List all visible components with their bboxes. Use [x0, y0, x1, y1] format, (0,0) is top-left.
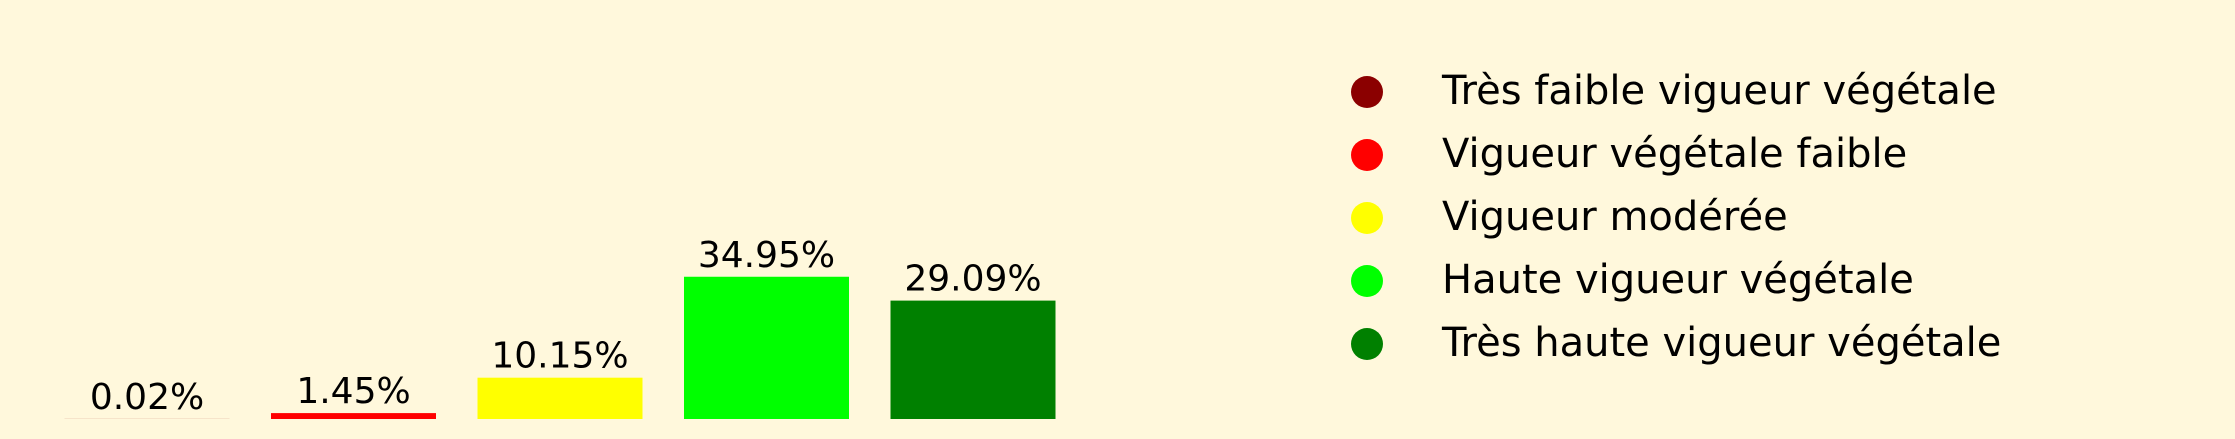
bar-value-label-1: 0.02%: [90, 377, 204, 418]
bar-value-label-3: 10.15%: [491, 336, 628, 377]
bar-3: [478, 378, 643, 419]
bar-5: [891, 301, 1056, 419]
bar-value-label-2: 1.45%: [296, 371, 410, 412]
bar-2: [271, 413, 436, 419]
bar-4: [684, 277, 849, 419]
legend-label-1: Très faible vigueur végétale: [1441, 68, 1997, 114]
bar-value-label-4: 34.95%: [698, 235, 835, 276]
legend-label-5: Très haute vigueur végétale: [1441, 320, 2001, 366]
legend-label-4: Haute vigueur végétale: [1442, 257, 1914, 303]
legend-label-2: Vigueur végétale faible: [1442, 131, 1907, 177]
legend-marker-1: [1351, 76, 1383, 108]
legend-marker-3: [1351, 202, 1383, 234]
bar-value-label-5: 29.09%: [904, 259, 1041, 300]
legend-label-3: Vigueur modérée: [1442, 194, 1788, 240]
legend-marker-2: [1351, 139, 1383, 171]
legend: Très faible vigueur végétale Vigueur végé…: [1351, 68, 2001, 366]
legend-marker-4: [1351, 265, 1383, 297]
legend-marker-5: [1351, 328, 1383, 360]
